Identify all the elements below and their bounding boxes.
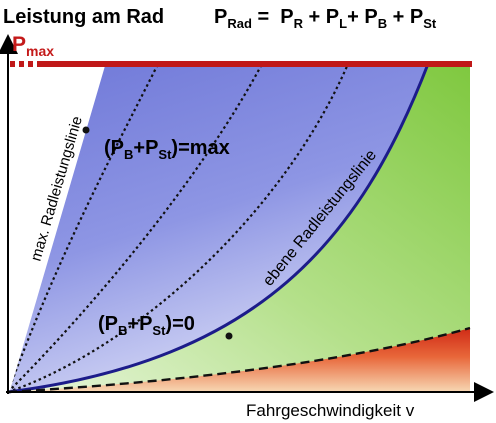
dotted-line-1	[6, 63, 159, 393]
title-formula: PRad = PR + PL+ PB + PSt	[214, 6, 437, 31]
max-radleistungslinie	[6, 63, 106, 393]
point-max	[82, 126, 90, 134]
ebene-radleistungslinie	[7, 63, 430, 394]
resistance-region	[8, 328, 470, 392]
dotted-line-3	[7, 63, 350, 394]
title-text: Leistung am Rad	[3, 6, 164, 28]
dotted-line-2	[7, 63, 263, 393]
point-zero	[225, 332, 233, 340]
title: Leistung am Rad	[3, 6, 164, 28]
max-condition-label: (PB+PSt)=max	[104, 137, 230, 162]
blue-region	[8, 64, 428, 392]
dotted-lines	[6, 63, 350, 394]
green-region	[8, 64, 470, 392]
resistance-curve	[7, 326, 471, 394]
pmax-label: Pmax	[12, 33, 54, 59]
x-axis-label: Fahrgeschwindigkeit v	[246, 401, 415, 420]
zero-condition-label: (PB+PSt)=0	[98, 313, 195, 338]
